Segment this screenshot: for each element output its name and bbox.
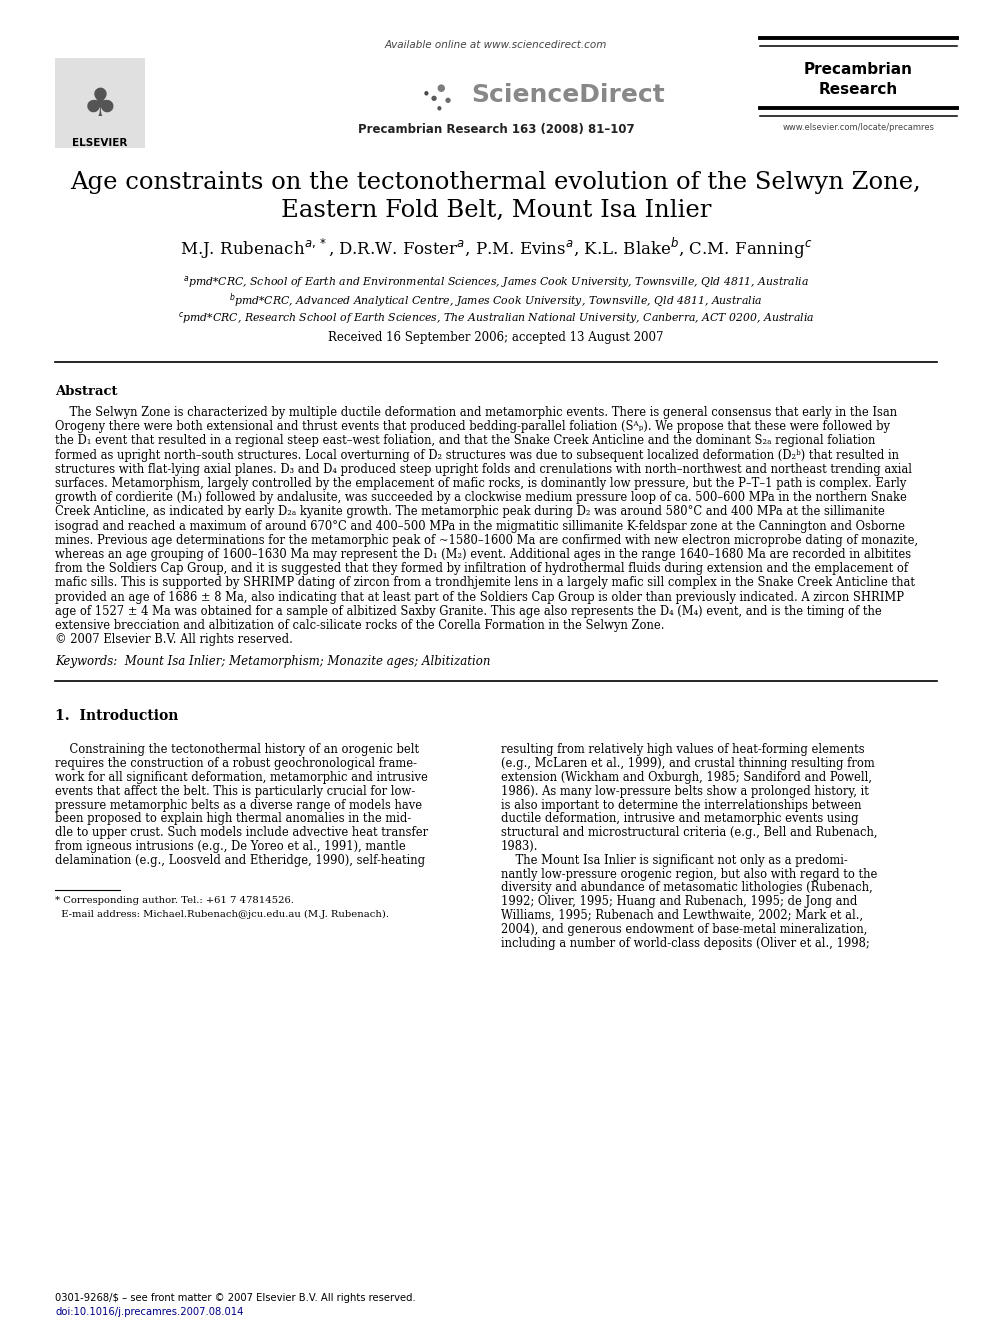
Text: ELSEVIER: ELSEVIER [72, 138, 128, 148]
Text: requires the construction of a robust geochronological frame-: requires the construction of a robust ge… [55, 757, 417, 770]
Text: The Mount Isa Inlier is significant not only as a predomi-: The Mount Isa Inlier is significant not … [501, 853, 848, 867]
Text: mines. Previous age determinations for the metamorphic peak of ~1580–1600 Ma are: mines. Previous age determinations for t… [55, 533, 919, 546]
Text: 0301-9268/$ – see front matter © 2007 Elsevier B.V. All rights reserved.: 0301-9268/$ – see front matter © 2007 El… [55, 1293, 416, 1303]
Text: ScienceDirect: ScienceDirect [471, 83, 665, 107]
Text: surfaces. Metamorphism, largely controlled by the emplacement of mafic rocks, is: surfaces. Metamorphism, largely controll… [55, 478, 907, 490]
Text: dle to upper crust. Such models include advective heat transfer: dle to upper crust. Such models include … [55, 826, 429, 839]
Text: growth of cordierite (M₁) followed by andalusite, was succeeded by a clockwise m: growth of cordierite (M₁) followed by an… [55, 491, 907, 504]
Text: © 2007 Elsevier B.V. All rights reserved.: © 2007 Elsevier B.V. All rights reserved… [55, 634, 293, 646]
Text: 2004), and generous endowment of base-metal mineralization,: 2004), and generous endowment of base-me… [501, 923, 867, 935]
Text: nantly low-pressure orogenic region, but also with regard to the: nantly low-pressure orogenic region, but… [501, 868, 877, 881]
Text: Constraining the tectonothermal history of an orogenic belt: Constraining the tectonothermal history … [55, 744, 420, 757]
Text: events that affect the belt. This is particularly crucial for low-: events that affect the belt. This is par… [55, 785, 416, 798]
Text: $^{c}$pmd*CRC, Research School of Earth Sciences, The Australian National Univer: $^{c}$pmd*CRC, Research School of Earth … [178, 310, 814, 325]
Text: * Corresponding author. Tel.: +61 7 47814526.: * Corresponding author. Tel.: +61 7 4781… [55, 896, 294, 905]
Text: been proposed to explain high thermal anomalies in the mid-: been proposed to explain high thermal an… [55, 812, 412, 826]
Text: Orogeny there were both extensional and thrust events that produced bedding-para: Orogeny there were both extensional and … [55, 421, 890, 433]
Text: work for all significant deformation, metamorphic and intrusive: work for all significant deformation, me… [55, 771, 428, 785]
Text: including a number of world-class deposits (Oliver et al., 1998;: including a number of world-class deposi… [501, 937, 870, 950]
Text: resulting from relatively high values of heat-forming elements: resulting from relatively high values of… [501, 744, 865, 757]
Text: www.elsevier.com/locate/precamres: www.elsevier.com/locate/precamres [783, 123, 934, 132]
Bar [55, 58, 145, 148]
Text: ●: ● [424, 90, 429, 95]
Text: doi:10.1016/j.precamres.2007.08.014: doi:10.1016/j.precamres.2007.08.014 [55, 1307, 243, 1316]
Text: 1986). As many low-pressure belts show a prolonged history, it: 1986). As many low-pressure belts show a… [501, 785, 869, 798]
Text: from igneous intrusions (e.g., De Yoreo et al., 1991), mantle: from igneous intrusions (e.g., De Yoreo … [55, 840, 406, 853]
Text: Precambrian: Precambrian [804, 62, 913, 78]
Text: whereas an age grouping of 1600–1630 Ma may represent the D₁ (M₂) event. Additio: whereas an age grouping of 1600–1630 Ma … [55, 548, 911, 561]
Text: Received 16 September 2006; accepted 13 August 2007: Received 16 September 2006; accepted 13 … [328, 332, 664, 344]
Text: ●: ● [436, 106, 441, 111]
Text: the D₁ event that resulted in a regional steep east–west foliation, and that the: the D₁ event that resulted in a regional… [55, 434, 875, 447]
Text: The Selwyn Zone is characterized by multiple ductile deformation and metamorphic: The Selwyn Zone is characterized by mult… [55, 406, 897, 419]
Text: 1983).: 1983). [501, 840, 539, 853]
Text: Keywords:  Mount Isa Inlier; Metamorphism; Monazite ages; Albitization: Keywords: Mount Isa Inlier; Metamorphism… [55, 655, 490, 668]
Text: Abstract: Abstract [55, 385, 117, 398]
Text: $^{b}$pmd*CRC, Advanced Analytical Centre, James Cook University, Townsville, Ql: $^{b}$pmd*CRC, Advanced Analytical Centr… [229, 291, 763, 308]
Text: structural and microstructural criteria (e.g., Bell and Rubenach,: structural and microstructural criteria … [501, 826, 878, 839]
Text: Precambrian Research 163 (2008) 81–107: Precambrian Research 163 (2008) 81–107 [358, 123, 634, 136]
Text: ●: ● [436, 83, 445, 93]
Text: M.J. Rubenach$^{a,*}$, D.R.W. Foster$^{a}$, P.M. Evins$^{a}$, K.L. Blake$^{b}$, : M.J. Rubenach$^{a,*}$, D.R.W. Foster$^{a… [180, 235, 812, 261]
Text: pressure metamorphic belts as a diverse range of models have: pressure metamorphic belts as a diverse … [55, 799, 423, 811]
Text: isograd and reached a maximum of around 670°C and 400–500 MPa in the migmatitic : isograd and reached a maximum of around … [55, 520, 905, 533]
Text: delamination (e.g., Loosveld and Etheridge, 1990), self-heating: delamination (e.g., Loosveld and Etherid… [55, 853, 426, 867]
Text: structures with flat-lying axial planes. D₃ and D₄ produced steep upright folds : structures with flat-lying axial planes.… [55, 463, 912, 476]
Text: Age constraints on the tectonothermal evolution of the Selwyn Zone,: Age constraints on the tectonothermal ev… [70, 172, 922, 194]
Text: Research: Research [818, 82, 898, 98]
Text: extension (Wickham and Oxburgh, 1985; Sandiford and Powell,: extension (Wickham and Oxburgh, 1985; Sa… [501, 771, 872, 785]
Text: ductile deformation, intrusive and metamorphic events using: ductile deformation, intrusive and metam… [501, 812, 858, 826]
Text: $^{a}$pmd*CRC, School of Earth and Environmental Sciences, James Cook University: $^{a}$pmd*CRC, School of Earth and Envir… [183, 274, 809, 290]
Text: 1.  Introduction: 1. Introduction [55, 709, 179, 724]
Text: is also important to determine the interrelationships between: is also important to determine the inter… [501, 799, 861, 811]
Text: extensive brecciation and albitization of calc-silicate rocks of the Corella For: extensive brecciation and albitization o… [55, 619, 665, 632]
Text: diversity and abundance of metasomatic lithologies (Rubenach,: diversity and abundance of metasomatic l… [501, 881, 873, 894]
Text: ♣: ♣ [82, 86, 117, 124]
Text: provided an age of 1686 ± 8 Ma, also indicating that at least part of the Soldie: provided an age of 1686 ± 8 Ma, also ind… [55, 590, 904, 603]
Text: from the Soldiers Cap Group, and it is suggested that they formed by infiltratio: from the Soldiers Cap Group, and it is s… [55, 562, 908, 576]
Text: E-mail address: Michael.Rubenach@jcu.edu.au (M.J. Rubenach).: E-mail address: Michael.Rubenach@jcu.edu… [55, 910, 389, 918]
Text: (e.g., McLaren et al., 1999), and crustal thinning resulting from: (e.g., McLaren et al., 1999), and crusta… [501, 757, 875, 770]
Text: formed as upright north–south structures. Local overturning of D₂ structures was: formed as upright north–south structures… [55, 448, 899, 462]
Text: ●: ● [431, 95, 437, 101]
Text: Available online at www.sciencedirect.com: Available online at www.sciencedirect.co… [385, 40, 607, 50]
Text: 1992; Oliver, 1995; Huang and Rubenach, 1995; de Jong and: 1992; Oliver, 1995; Huang and Rubenach, … [501, 896, 857, 908]
Text: Creek Anticline, as indicated by early D₂ₐ kyanite growth. The metamorphic peak : Creek Anticline, as indicated by early D… [55, 505, 885, 519]
Text: Williams, 1995; Rubenach and Lewthwaite, 2002; Mark et al.,: Williams, 1995; Rubenach and Lewthwaite,… [501, 909, 863, 922]
Text: Eastern Fold Belt, Mount Isa Inlier: Eastern Fold Belt, Mount Isa Inlier [281, 198, 711, 221]
Text: age of 1527 ± 4 Ma was obtained for a sample of albitized Saxby Granite. This ag: age of 1527 ± 4 Ma was obtained for a sa… [55, 605, 882, 618]
Text: mafic sills. This is supported by SHRIMP dating of zircon from a trondhjemite le: mafic sills. This is supported by SHRIMP… [55, 577, 915, 590]
Text: ●: ● [445, 97, 451, 103]
